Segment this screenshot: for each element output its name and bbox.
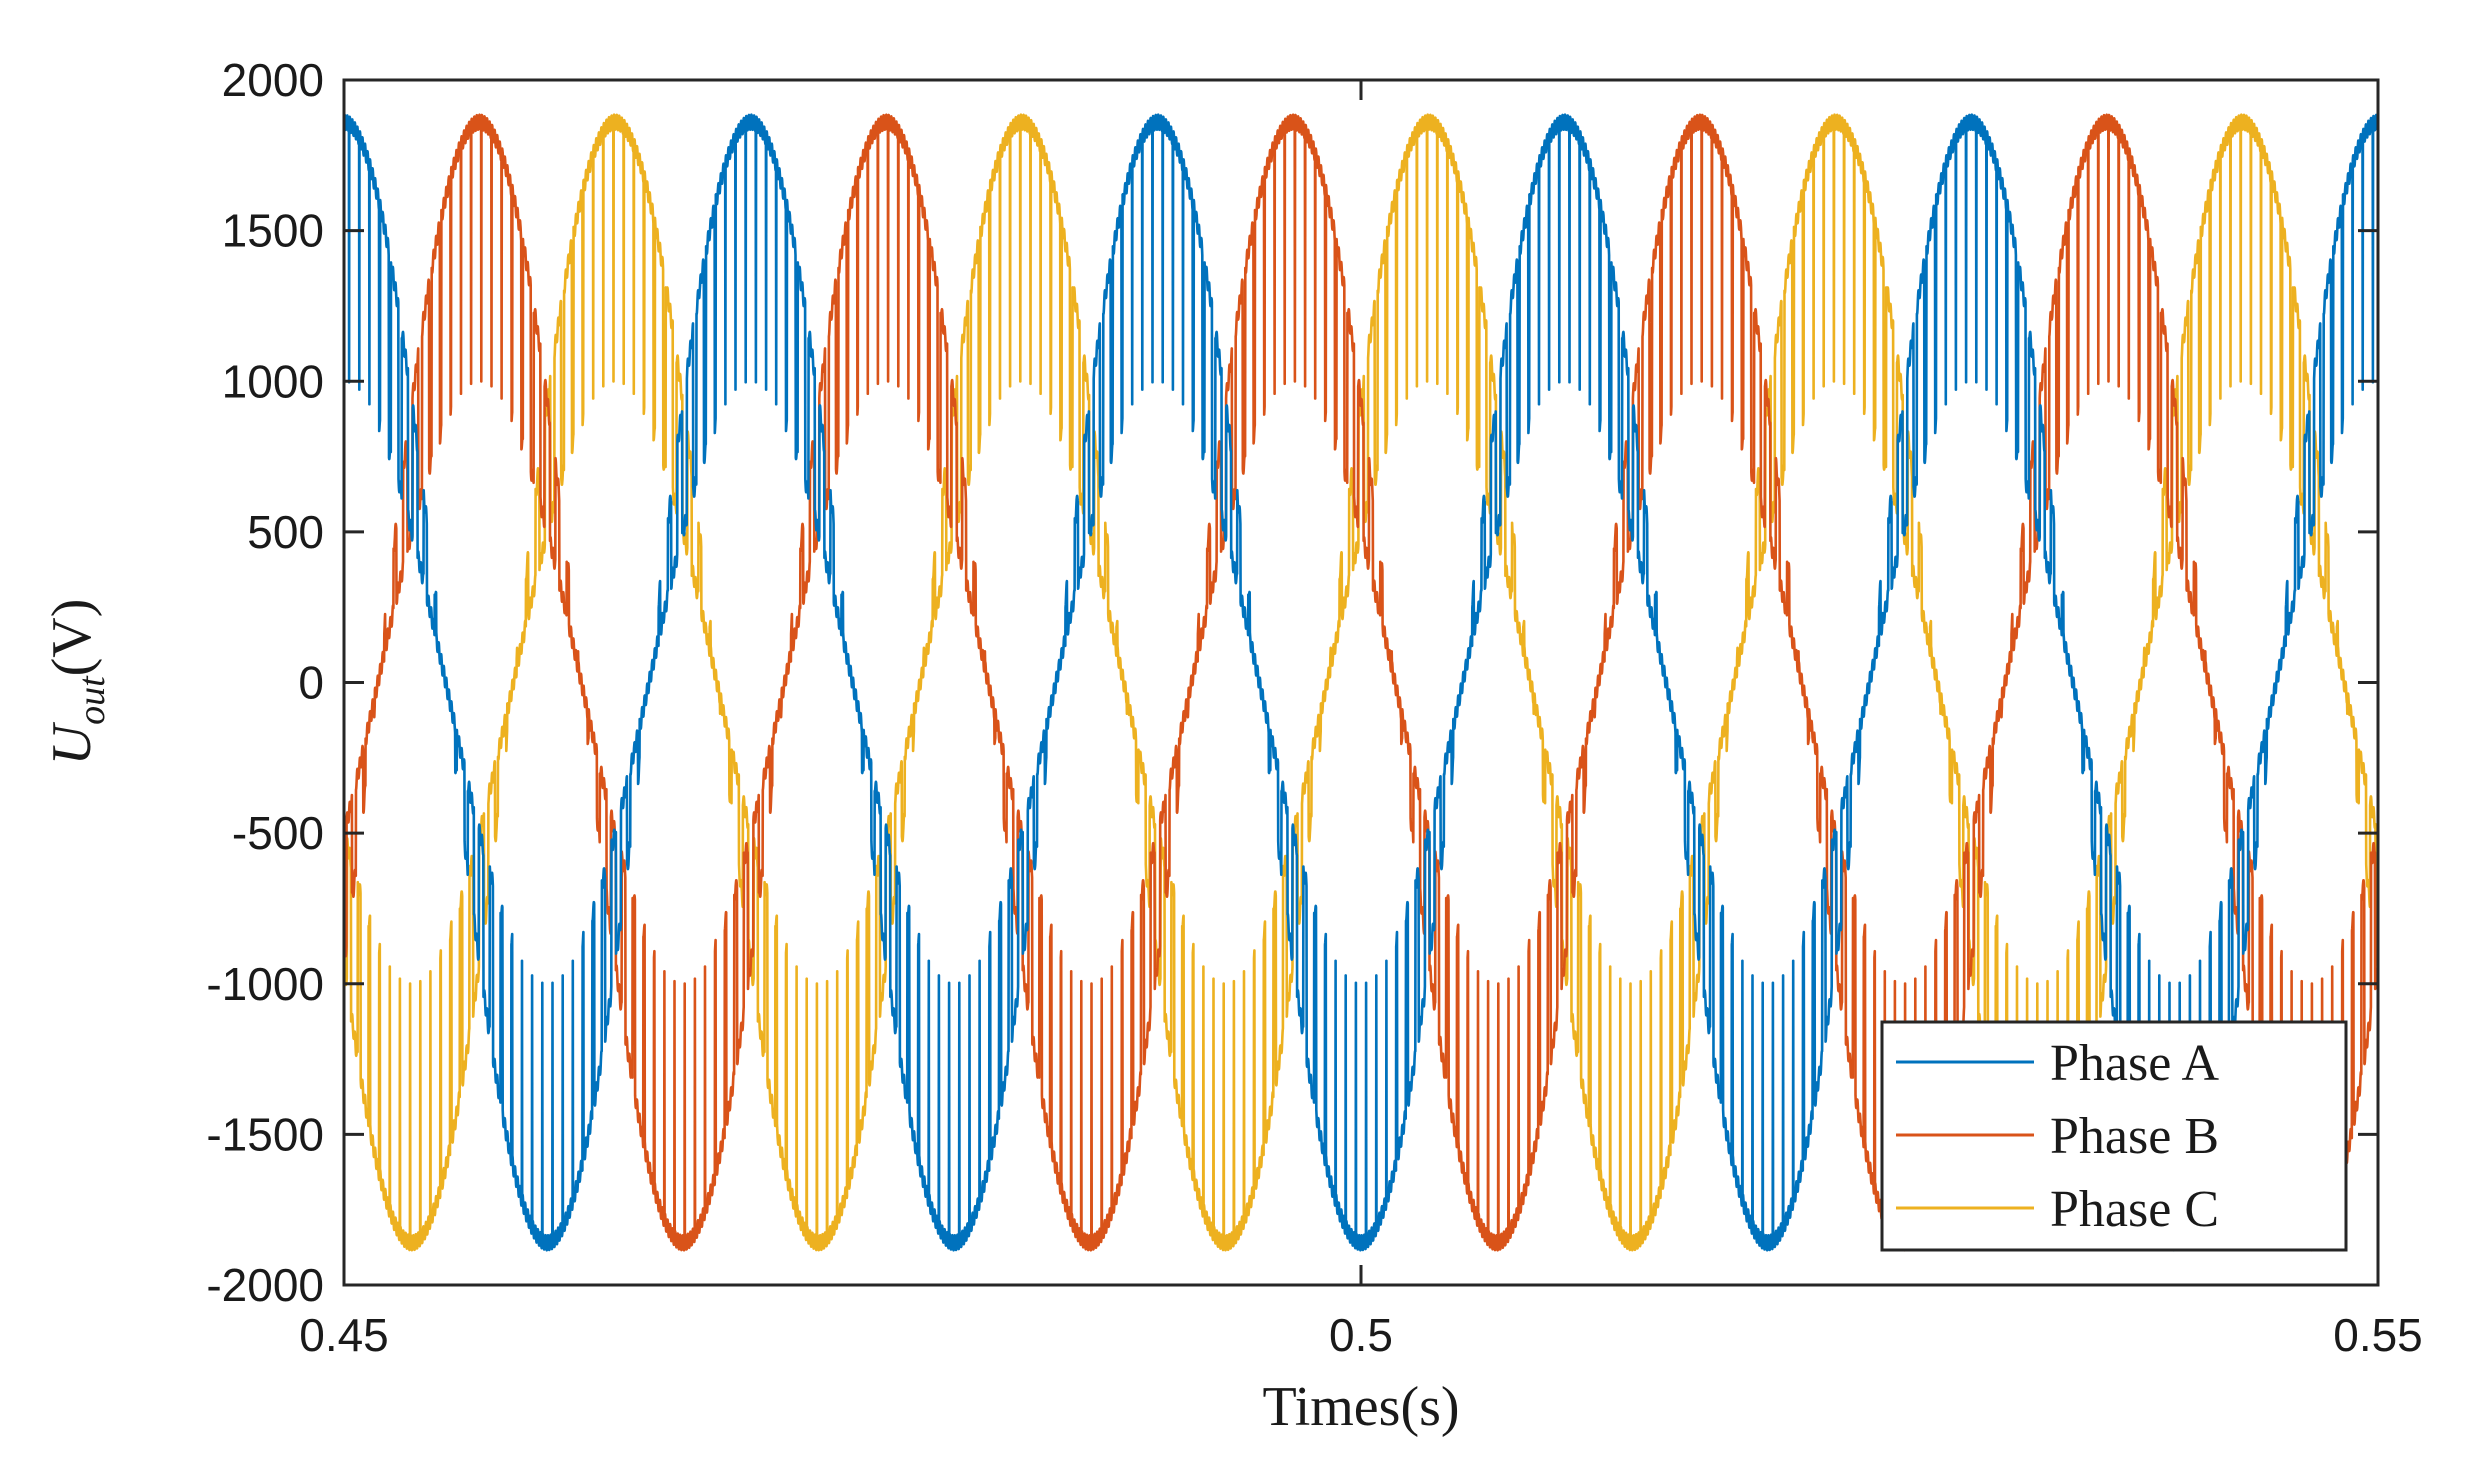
legend-label: Phase A [2050, 1035, 2219, 1092]
x-axis: 0.45 0.5 0.55 [299, 80, 2423, 1361]
y-tick-label: -1500 [206, 1108, 324, 1160]
legend-label: Phase B [2050, 1108, 2219, 1165]
y-tick-label: 1500 [222, 205, 324, 257]
x-tick-label: 0.55 [2333, 1309, 2423, 1361]
y-tick-label: -2000 [206, 1259, 324, 1311]
series-line-phase-a [344, 113, 2378, 1252]
x-axis-title: Times(s) [1262, 1376, 1459, 1438]
y-tick-label: -1000 [206, 958, 324, 1010]
legend: Phase A Phase B Phase C [1880, 1020, 2348, 1252]
y-axis-title-sub: out [71, 675, 113, 725]
y-tick-label: 0 [298, 657, 324, 709]
y-axis-title-unit: (V) [41, 599, 103, 677]
y-tick-label: 500 [247, 506, 324, 558]
y-axis: -2000 -1500 -1000 -500 0 500 1000 1500 2000 [206, 54, 2378, 1311]
x-tick-label: 0.5 [1329, 1309, 1393, 1361]
y-tick-label: -500 [232, 807, 324, 859]
y-axis-title: Uout(V) [41, 599, 113, 766]
y-axis-title-main: U [41, 721, 103, 765]
x-tick-label: 0.45 [299, 1309, 389, 1361]
y-tick-label: 2000 [222, 54, 324, 106]
legend-label: Phase C [2050, 1181, 2219, 1238]
y-tick-label: 1000 [222, 355, 324, 407]
